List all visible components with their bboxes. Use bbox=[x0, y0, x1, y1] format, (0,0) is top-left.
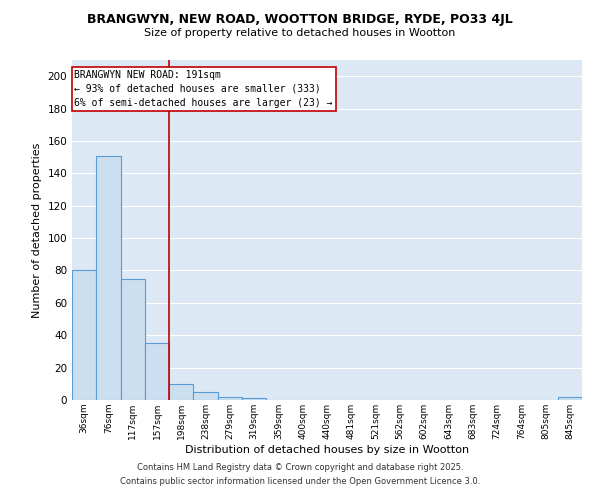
Bar bbox=[193, 392, 218, 400]
Bar bbox=[242, 398, 266, 400]
Text: Contains HM Land Registry data © Crown copyright and database right 2025.: Contains HM Land Registry data © Crown c… bbox=[137, 464, 463, 472]
Bar bbox=[145, 344, 169, 400]
Y-axis label: Number of detached properties: Number of detached properties bbox=[32, 142, 42, 318]
Bar bbox=[558, 397, 582, 400]
Bar bbox=[218, 397, 242, 400]
X-axis label: Distribution of detached houses by size in Wootton: Distribution of detached houses by size … bbox=[185, 444, 469, 454]
Text: Size of property relative to detached houses in Wootton: Size of property relative to detached ho… bbox=[145, 28, 455, 38]
Text: BRANGWYN NEW ROAD: 191sqm
← 93% of detached houses are smaller (333)
6% of semi-: BRANGWYN NEW ROAD: 191sqm ← 93% of detac… bbox=[74, 70, 333, 108]
Bar bbox=[96, 156, 121, 400]
Text: Contains public sector information licensed under the Open Government Licence 3.: Contains public sector information licen… bbox=[120, 477, 480, 486]
Bar bbox=[121, 278, 145, 400]
Bar bbox=[169, 384, 193, 400]
Bar bbox=[72, 270, 96, 400]
Text: BRANGWYN, NEW ROAD, WOOTTON BRIDGE, RYDE, PO33 4JL: BRANGWYN, NEW ROAD, WOOTTON BRIDGE, RYDE… bbox=[87, 12, 513, 26]
